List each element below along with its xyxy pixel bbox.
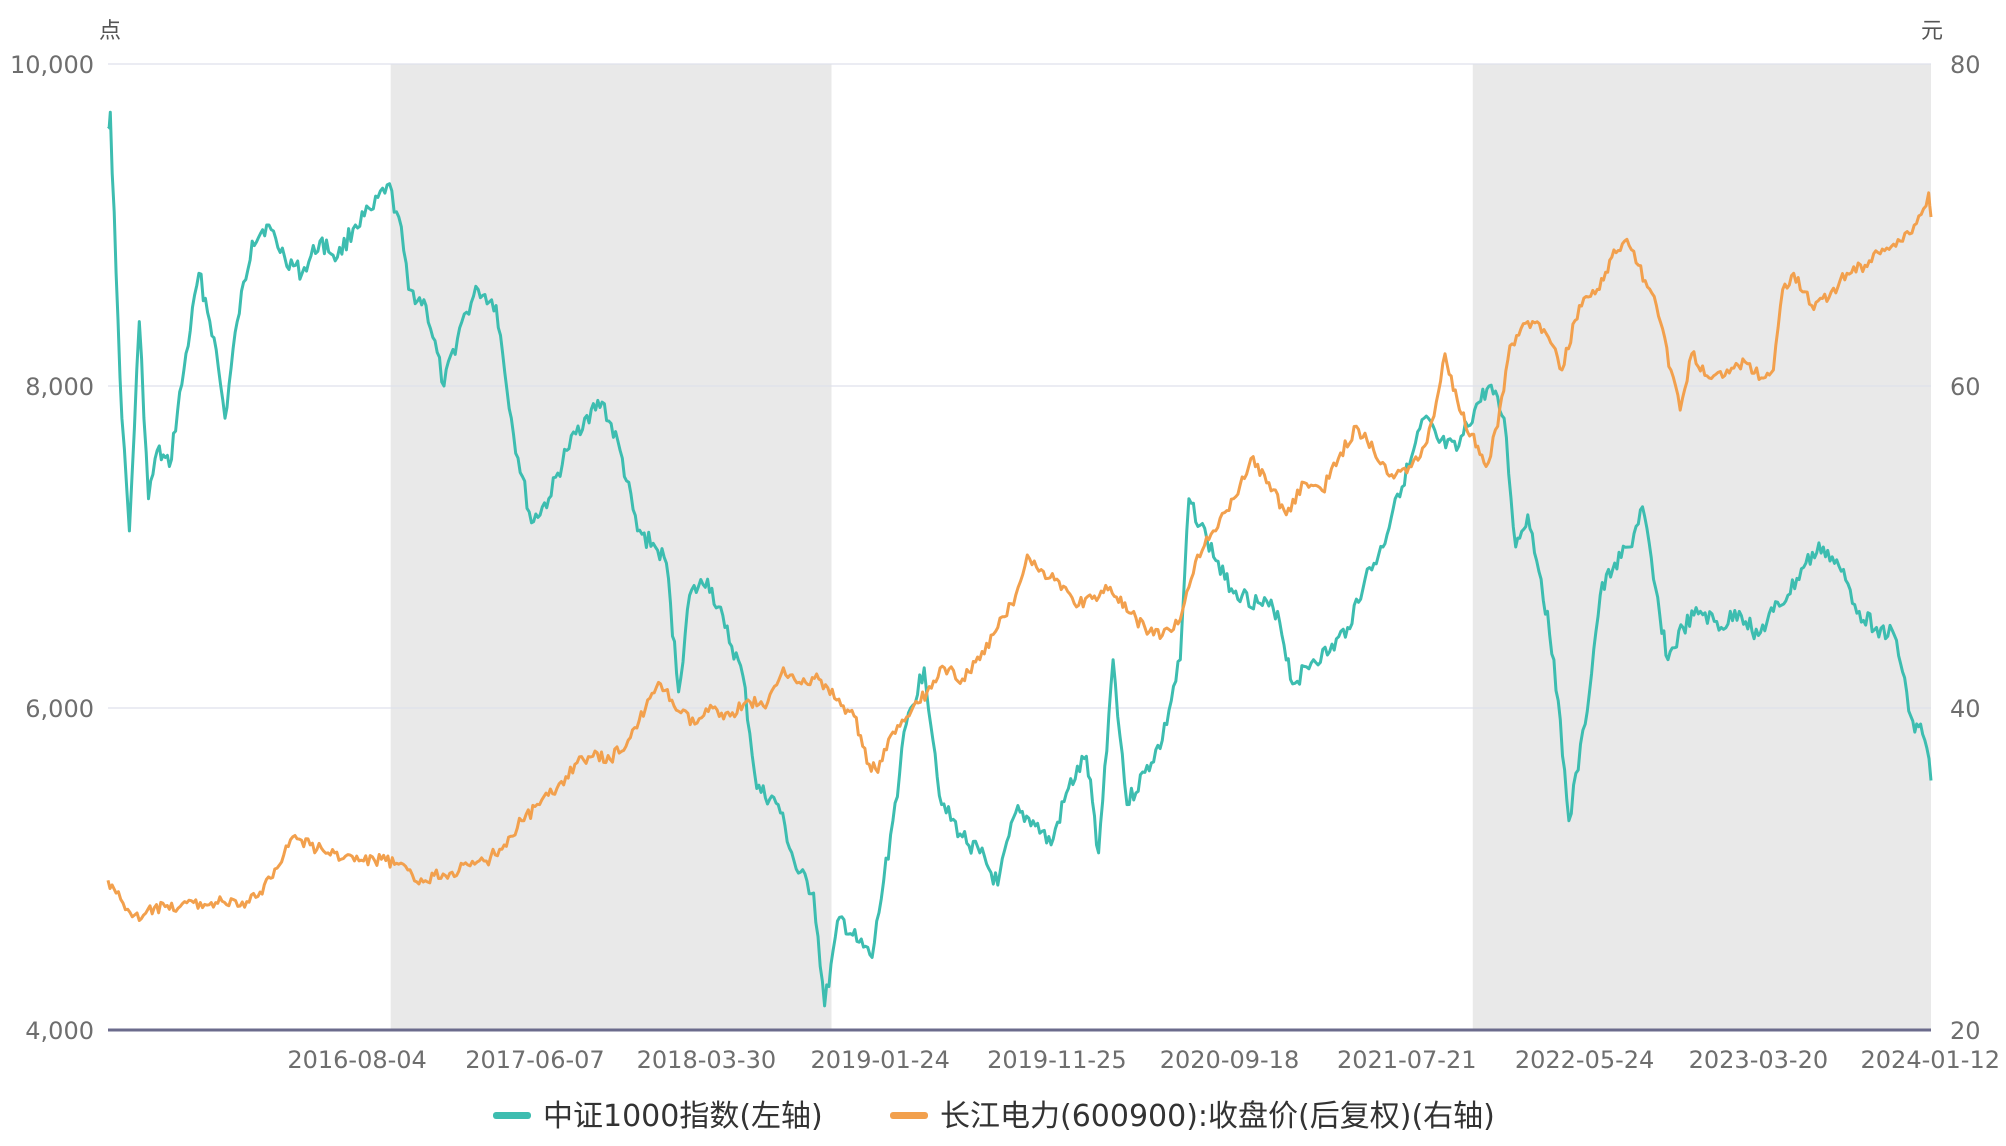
- x-tick-label: 2022-05-24: [1515, 1046, 1654, 1074]
- y-left-tick-label: 4,000: [25, 1017, 94, 1045]
- series-line-csi1000: [107, 110, 1933, 1008]
- x-tick-label: 2020-09-18: [1160, 1046, 1299, 1074]
- x-tick-label: 2018-03-30: [637, 1046, 776, 1074]
- y-right-tick-label: 20: [1950, 1017, 1981, 1045]
- legend-item-cypc[interactable]: 长江电力(600900):收盘价(后复权)(右轴): [890, 1099, 1495, 1134]
- x-tick-label: 2019-01-24: [810, 1046, 949, 1074]
- y-left-tick-label: 6,000: [25, 695, 94, 723]
- x-axis-tick-labels: 2016-08-04 2017-06-07 2018-03-30 2019-01-24…: [287, 1046, 2000, 1074]
- legend-item-csi1000[interactable]: 中证1000指数(左轴): [493, 1099, 823, 1134]
- legend-swatch-cypc: [890, 1112, 928, 1119]
- legend-swatch-csi1000: [493, 1112, 531, 1119]
- x-tick-label: 2017-06-07: [465, 1046, 604, 1074]
- y-right-tick-label: 40: [1950, 695, 1981, 723]
- legend-label-csi1000: 中证1000指数(左轴): [543, 1099, 823, 1134]
- y-left-tick-label: 10,000: [10, 51, 94, 79]
- shaded-periods: [390, 64, 1931, 1030]
- y-left-tick-label: 8,000: [25, 373, 94, 401]
- shaded-period-2: [1472, 64, 1931, 1030]
- gridlines: [108, 63, 1931, 709]
- x-tick-label: 2019-11-25: [987, 1046, 1126, 1074]
- shaded-period-1: [390, 64, 832, 1030]
- left-axis-unit: 点: [99, 19, 121, 44]
- x-tick-label: 2024-01-12: [1861, 1046, 2000, 1074]
- left-axis-tick-labels: 4,000 6,000 8,000 10,000: [10, 51, 94, 1045]
- legend-label-cypc: 长江电力(600900):收盘价(后复权)(右轴): [940, 1099, 1495, 1134]
- series-line-cypc: [106, 191, 1933, 922]
- right-axis-unit: 元: [1921, 19, 1943, 44]
- y-right-tick-label: 80: [1950, 51, 1981, 79]
- x-tick-label: 2016-08-04: [287, 1046, 426, 1074]
- right-axis-tick-labels: 20 40 60 80: [1950, 51, 1981, 1045]
- series-lines: [106, 110, 1933, 1008]
- legend: 中证1000指数(左轴) 长江电力(600900):收盘价(后复权)(右轴): [493, 1099, 1495, 1134]
- y-right-tick-label: 60: [1950, 373, 1981, 401]
- x-tick-label: 2021-07-21: [1337, 1046, 1476, 1074]
- x-tick-label: 2023-03-20: [1689, 1046, 1828, 1074]
